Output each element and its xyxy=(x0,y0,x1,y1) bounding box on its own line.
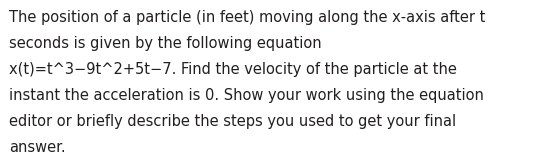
Text: seconds is given by the following equation: seconds is given by the following equati… xyxy=(9,36,321,51)
Text: x(t)=t^3−9t^2+5t−7. Find the velocity of the particle at the: x(t)=t^3−9t^2+5t−7. Find the velocity of… xyxy=(9,62,457,77)
Text: instant the acceleration is 0. Show your work using the equation: instant the acceleration is 0. Show your… xyxy=(9,88,484,103)
Text: The position of a particle (in feet) moving along the x-axis after t: The position of a particle (in feet) mov… xyxy=(9,10,485,25)
Text: editor or briefly describe the steps you used to get your final: editor or briefly describe the steps you… xyxy=(9,114,456,129)
Text: answer.: answer. xyxy=(9,140,66,155)
